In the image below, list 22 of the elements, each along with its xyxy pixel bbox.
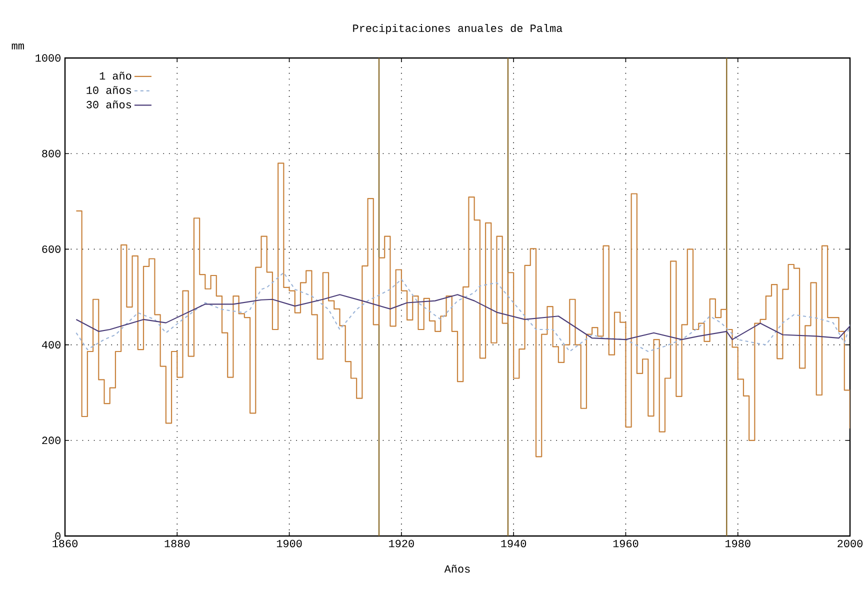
line-series [76, 294, 850, 340]
x-tick-label: 1900 [276, 540, 302, 548]
y-axis-title: mm [12, 43, 24, 50]
y-tick-label: 0 [55, 532, 60, 540]
x-tick-label: 2000 [838, 540, 862, 548]
line-series [76, 272, 850, 352]
y-tick-label: 1000 [36, 54, 60, 62]
x-tick-label: 1940 [501, 540, 526, 548]
y-tick-label: 400 [42, 341, 60, 349]
x-axis-title: Años [444, 564, 470, 573]
y-tick-label: 600 [42, 245, 60, 253]
x-tick-label: 1860 [52, 540, 78, 548]
chart-title: Precipitaciones anuales de Palma [353, 24, 562, 34]
x-tick-label: 1960 [613, 540, 638, 548]
legend-label: 30 años [86, 100, 132, 108]
x-tick-label: 1920 [389, 540, 414, 548]
x-tick-label: 1980 [726, 540, 750, 548]
legend-label: 10 años [86, 86, 132, 94]
y-tick-label: 800 [42, 150, 60, 158]
y-tick-label: 200 [42, 436, 60, 444]
legend-label: 1 año [100, 72, 132, 80]
x-tick-label: 1880 [164, 540, 190, 548]
